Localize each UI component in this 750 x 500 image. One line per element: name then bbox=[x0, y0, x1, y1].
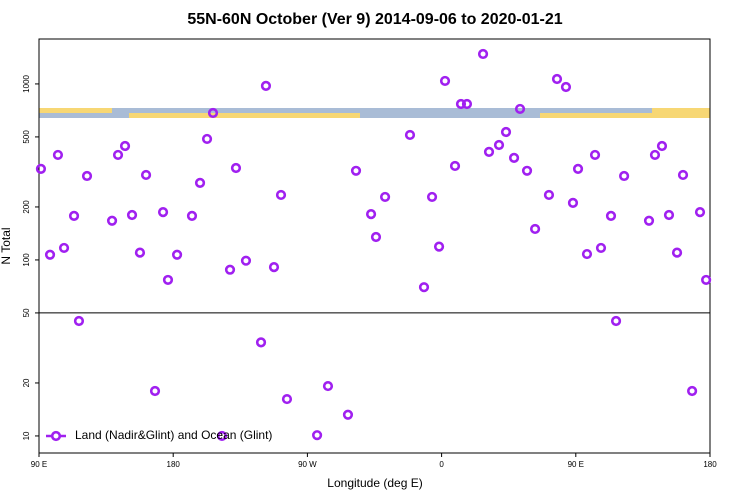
x-tick-label: 180 bbox=[703, 460, 717, 469]
point bbox=[255, 337, 267, 348]
point bbox=[643, 215, 655, 226]
point bbox=[201, 133, 213, 145]
point bbox=[275, 189, 287, 201]
point bbox=[449, 160, 461, 172]
point bbox=[350, 165, 362, 176]
point bbox=[216, 430, 228, 442]
point bbox=[268, 262, 280, 273]
point bbox=[112, 149, 124, 161]
point bbox=[529, 223, 541, 235]
point bbox=[694, 206, 706, 218]
point bbox=[230, 162, 242, 174]
point bbox=[44, 249, 56, 260]
point bbox=[322, 380, 334, 392]
point bbox=[543, 189, 555, 201]
point bbox=[162, 274, 174, 286]
y-tick-label: 100 bbox=[22, 253, 31, 267]
point bbox=[379, 191, 391, 203]
y-tick-label: 1000 bbox=[22, 74, 31, 92]
point bbox=[207, 107, 219, 119]
point bbox=[342, 409, 354, 420]
point bbox=[589, 149, 601, 161]
point bbox=[224, 264, 236, 275]
point bbox=[311, 430, 323, 441]
point bbox=[521, 165, 533, 176]
point bbox=[140, 169, 152, 181]
point bbox=[687, 385, 698, 397]
point bbox=[149, 385, 161, 397]
point bbox=[439, 75, 451, 87]
point bbox=[171, 249, 183, 260]
chart-title: 55N-60N October (Ver 9) 2014-09-06 to 20… bbox=[187, 11, 562, 28]
ocean-band bbox=[360, 113, 540, 118]
point bbox=[418, 282, 430, 293]
point bbox=[551, 73, 563, 85]
point bbox=[605, 210, 617, 221]
point bbox=[73, 315, 85, 327]
point bbox=[157, 206, 169, 218]
x-tick-label: 180 bbox=[167, 460, 181, 469]
y-tick-label: 200 bbox=[22, 200, 31, 214]
point bbox=[426, 191, 438, 203]
x-tick-label: 0 bbox=[439, 460, 444, 469]
point bbox=[500, 126, 512, 138]
point bbox=[365, 209, 377, 220]
plot-frame bbox=[38, 38, 711, 454]
point bbox=[595, 242, 607, 254]
point bbox=[567, 197, 579, 208]
y-tick-label: 20 bbox=[22, 378, 31, 387]
point bbox=[649, 149, 661, 161]
point bbox=[477, 48, 489, 60]
point bbox=[619, 170, 630, 182]
y-axis-label: N Total bbox=[0, 227, 13, 264]
point bbox=[508, 152, 520, 163]
point bbox=[281, 393, 293, 405]
point bbox=[671, 247, 683, 258]
x-tick-label: 90 E bbox=[568, 460, 584, 469]
point bbox=[656, 140, 668, 152]
y-tick-label: 10 bbox=[22, 431, 31, 440]
point bbox=[81, 170, 93, 182]
point bbox=[461, 98, 473, 110]
point bbox=[560, 81, 572, 93]
point bbox=[610, 315, 622, 327]
x-tick-label: 90 E bbox=[31, 460, 47, 469]
point bbox=[493, 139, 505, 151]
point bbox=[126, 209, 138, 221]
point bbox=[455, 98, 467, 110]
y-tick-label: 500 bbox=[22, 130, 31, 144]
point bbox=[119, 140, 131, 152]
point bbox=[433, 241, 445, 252]
point bbox=[663, 209, 675, 221]
point bbox=[483, 146, 495, 157]
point bbox=[68, 210, 80, 221]
legend-label: Land (Nadir&Glint) and Ocean (Glint) bbox=[75, 428, 272, 442]
point bbox=[514, 103, 526, 115]
x-axis-label: Longitude (deg E) bbox=[327, 476, 422, 490]
point bbox=[404, 129, 416, 141]
point bbox=[35, 163, 47, 175]
legend-marker bbox=[50, 430, 62, 442]
point bbox=[370, 231, 382, 243]
point bbox=[701, 274, 712, 286]
point bbox=[52, 149, 64, 161]
point bbox=[186, 210, 198, 221]
point bbox=[572, 163, 584, 175]
ocean-band bbox=[112, 108, 652, 113]
point bbox=[677, 169, 689, 181]
point bbox=[240, 255, 252, 266]
point bbox=[581, 248, 593, 260]
x-tick-label: 90 W bbox=[298, 460, 317, 469]
point bbox=[134, 247, 146, 258]
point bbox=[106, 215, 118, 226]
point bbox=[194, 177, 206, 188]
y-tick-label: 50 bbox=[22, 308, 31, 317]
point bbox=[260, 80, 272, 91]
ocean-band bbox=[39, 113, 129, 118]
point bbox=[58, 242, 70, 254]
